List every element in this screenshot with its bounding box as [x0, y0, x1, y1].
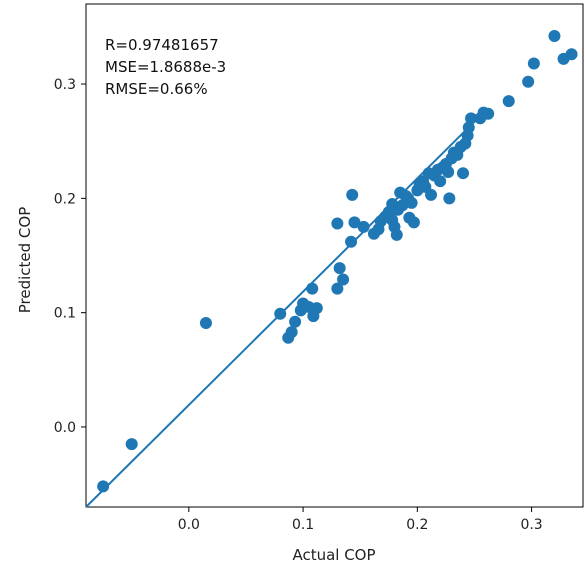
data-point — [405, 196, 418, 209]
data-point — [331, 282, 344, 295]
data-point — [465, 112, 478, 125]
data-point — [306, 282, 319, 295]
y-tick-label: 0.0 — [54, 420, 76, 436]
data-point — [527, 57, 540, 70]
data-point — [333, 262, 346, 275]
annotation-r: R=0.97481657 — [105, 36, 219, 54]
regression-line — [85, 109, 487, 508]
annotation-rmse: RMSE=0.66% — [105, 80, 208, 98]
data-point — [390, 228, 403, 241]
data-point — [357, 220, 370, 233]
data-point — [310, 302, 323, 315]
data-point — [97, 480, 110, 493]
data-point — [425, 188, 438, 201]
x-tick-label: 0.2 — [406, 517, 428, 533]
data-point — [274, 307, 287, 320]
x-tick-label: 0.0 — [178, 517, 200, 533]
data-point — [482, 107, 495, 120]
data-point — [407, 216, 420, 229]
y-tick-label: 0.2 — [54, 191, 76, 207]
data-point — [346, 188, 359, 201]
data-point — [125, 438, 138, 451]
annotation-mse: MSE=1.8688e-3 — [105, 58, 226, 76]
data-point — [285, 326, 298, 339]
data-point — [522, 75, 535, 88]
y-axis-label: Predicted COP — [16, 207, 34, 314]
data-point — [442, 166, 455, 179]
data-point — [345, 235, 358, 248]
data-point — [443, 192, 456, 205]
plot-area — [85, 3, 584, 508]
data-point — [548, 30, 561, 43]
x-tick-label: 0.1 — [292, 517, 314, 533]
points-layer — [97, 30, 578, 493]
data-point — [434, 175, 447, 188]
data-point — [331, 217, 344, 230]
x-tick-label: 0.3 — [520, 517, 542, 533]
data-point — [289, 315, 302, 328]
data-point — [565, 48, 578, 61]
x-axis-label: Actual COP — [292, 546, 375, 564]
fit-line-layer — [85, 109, 487, 508]
y-axis-ticks: 0.0 0.1 0.2 0.3 — [54, 77, 86, 436]
y-tick-label: 0.3 — [54, 77, 76, 93]
data-point — [462, 121, 475, 134]
data-point — [199, 316, 212, 329]
y-tick-label: 0.1 — [54, 306, 76, 322]
data-point — [337, 273, 350, 286]
data-point — [348, 216, 361, 229]
data-point — [502, 95, 515, 108]
x-axis-ticks: 0.0 0.1 0.2 0.3 — [178, 507, 543, 533]
data-point — [457, 167, 470, 180]
